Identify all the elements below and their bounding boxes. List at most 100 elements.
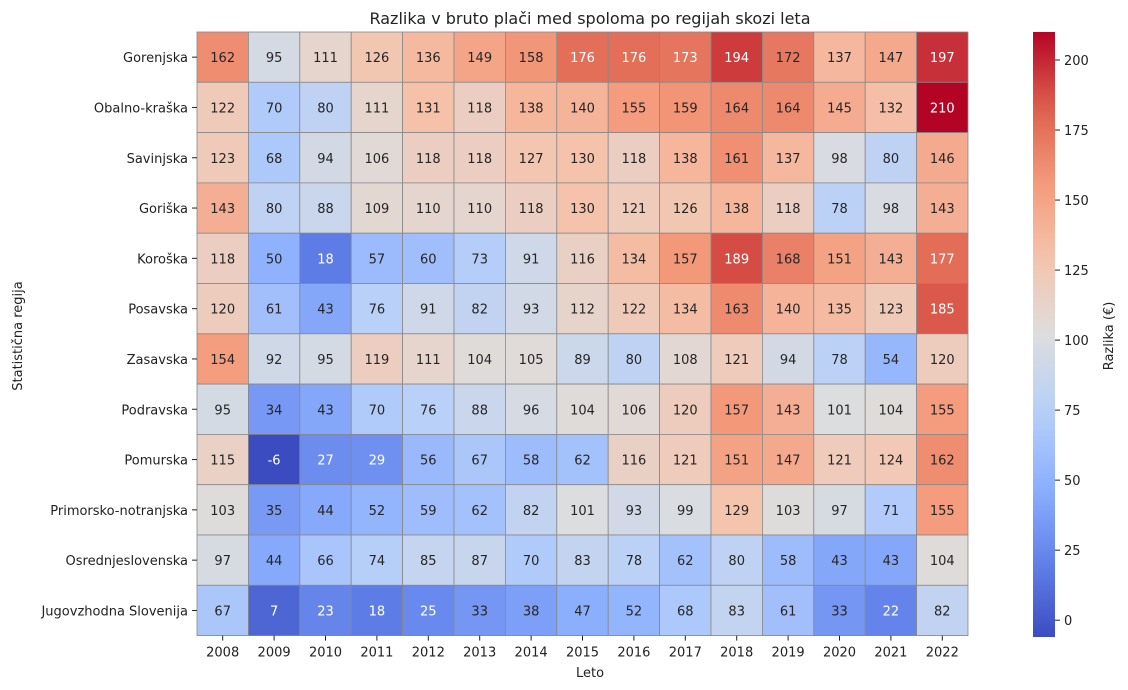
cell-value-label: 121 xyxy=(827,454,852,469)
heatmap-cell xyxy=(504,333,558,385)
heatmap-cell xyxy=(556,132,609,184)
cell-value-label: 61 xyxy=(266,303,283,318)
heatmap-cell xyxy=(350,182,404,234)
heatmap-cell xyxy=(504,283,558,335)
cell-value-label: 161 xyxy=(724,152,749,167)
heatmap-cell xyxy=(659,31,712,83)
cell-value-label: 70 xyxy=(523,554,540,569)
colorbar-tick-label: 100 xyxy=(1064,334,1089,349)
cell-value-label: 122 xyxy=(621,303,646,318)
heatmap-cell xyxy=(556,31,609,83)
colorbar-tick-label: 125 xyxy=(1064,264,1089,279)
x-tick-label: 2010 xyxy=(309,646,342,661)
heatmap-cell xyxy=(813,383,866,435)
heatmap-cell xyxy=(453,333,506,385)
cell-value-label: 76 xyxy=(369,303,386,318)
cell-value-label: 137 xyxy=(776,152,801,167)
cell-value-label: 143 xyxy=(210,202,235,217)
heatmap-cell xyxy=(196,232,249,284)
heatmap-cell xyxy=(350,484,404,536)
heatmap-cell xyxy=(453,534,506,586)
heatmap-cell xyxy=(453,81,506,134)
heatmap-cell xyxy=(556,182,609,234)
heatmap-cell xyxy=(453,433,506,486)
y-tick-label: Goriška xyxy=(139,202,188,217)
x-axis-label: Leto xyxy=(576,666,604,681)
y-axis-ticks: Gorenjska Obalno-kraška Savinjska Goriška Ko… xyxy=(40,51,197,619)
y-tick-label: Zasavska xyxy=(127,353,188,368)
chart-title: Razlika v bruto plači med spoloma po reg… xyxy=(369,9,810,28)
cell-value-label: 118 xyxy=(467,101,492,116)
heatmap-cell xyxy=(710,383,763,435)
heatmap-cell xyxy=(247,534,301,586)
heatmap-cell xyxy=(864,232,918,284)
heatmap-cell xyxy=(762,31,815,83)
x-tick-label: 2015 xyxy=(566,646,599,661)
cell-value-label: 126 xyxy=(364,51,389,66)
cell-value-label: 106 xyxy=(364,152,389,167)
heatmap-cell xyxy=(607,182,661,234)
cell-value-label: 56 xyxy=(420,454,437,469)
heatmap-cell xyxy=(659,182,712,234)
y-tick-label: Savinjska xyxy=(127,152,188,167)
cell-value-label: 159 xyxy=(673,101,698,116)
cell-value-label: 34 xyxy=(266,403,283,418)
y-tick-label: Obalno-kraška xyxy=(94,101,188,116)
colorbar xyxy=(1033,32,1055,637)
heatmap-cell xyxy=(710,484,763,536)
heatmap-cell xyxy=(247,31,301,83)
cell-value-label: 122 xyxy=(210,101,235,116)
cell-value-label: 140 xyxy=(776,303,801,318)
cell-value-label: 59 xyxy=(420,504,437,519)
heatmap-cell xyxy=(916,132,969,184)
cell-value-label: 130 xyxy=(570,202,595,217)
cell-value-label: 132 xyxy=(878,101,903,116)
cell-value-label: 94 xyxy=(780,353,797,368)
cell-value-label: 97 xyxy=(214,554,231,569)
cell-value-label: 33 xyxy=(471,604,488,619)
heatmap-cell xyxy=(916,484,969,536)
colorbar-tick-label: 0 xyxy=(1064,614,1072,629)
heatmap-cell xyxy=(299,584,352,636)
heatmap-cell xyxy=(453,283,506,335)
heatmap-cell xyxy=(504,534,558,586)
cell-value-label: 38 xyxy=(523,604,540,619)
cell-value-label: 25 xyxy=(420,604,437,619)
heatmap-cell xyxy=(864,383,918,435)
y-tick-label: Koroška xyxy=(137,252,188,267)
heatmap-cell xyxy=(916,534,969,586)
cell-value-label: 44 xyxy=(317,504,334,519)
heatmap-cell xyxy=(607,232,661,284)
cell-value-label: 58 xyxy=(780,554,797,569)
cell-value-label: 62 xyxy=(471,504,488,519)
heatmap-cell xyxy=(916,232,969,284)
cell-value-label: 47 xyxy=(574,604,591,619)
y-tick-label: Primorsko-notranjska xyxy=(50,504,188,519)
cell-value-label: 116 xyxy=(570,252,595,267)
x-tick-label: 2013 xyxy=(463,646,496,661)
cell-value-label: 176 xyxy=(570,51,595,66)
cell-value-label: 108 xyxy=(673,353,698,368)
cell-value-label: 87 xyxy=(471,554,488,569)
cell-value-label: 93 xyxy=(523,303,540,318)
colorbar-ticks: 0 25 50 75 100 125 150 175 200 xyxy=(1055,54,1089,629)
cell-value-label: 164 xyxy=(724,101,749,116)
cell-value-label: 52 xyxy=(626,604,643,619)
heatmap-cell xyxy=(453,132,506,184)
heatmap-cell xyxy=(864,534,918,586)
cell-value-label: 83 xyxy=(574,554,591,569)
x-tick-label: 2009 xyxy=(258,646,291,661)
heatmap-cell xyxy=(916,433,969,486)
heatmap-cell xyxy=(762,534,815,586)
cell-value-label: 98 xyxy=(831,152,848,167)
cell-value-label: 158 xyxy=(519,51,544,66)
cell-value-label: 155 xyxy=(930,403,955,418)
cell-value-label: 110 xyxy=(416,202,441,217)
heatmap-cell xyxy=(350,333,404,385)
cell-value-label: 103 xyxy=(210,504,235,519)
heatmap-cell xyxy=(607,433,661,486)
cell-value-label: 126 xyxy=(673,202,698,217)
heatmap-cell xyxy=(196,584,249,636)
cell-value-label: 143 xyxy=(878,252,903,267)
cell-value-label: 138 xyxy=(724,202,749,217)
